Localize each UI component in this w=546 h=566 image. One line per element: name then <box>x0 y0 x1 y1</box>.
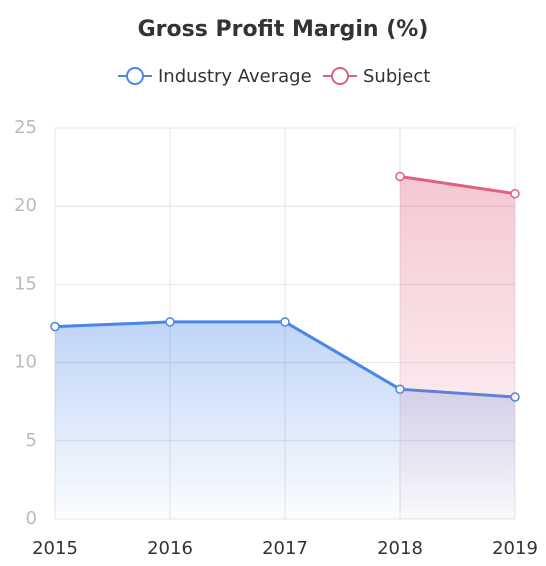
point <box>50 321 60 332</box>
x-tick-label: 2017 <box>262 538 308 559</box>
y-tick-label: 10 <box>14 352 37 373</box>
x-tick-label: 2016 <box>147 538 193 559</box>
legend-label: Industry Average <box>158 66 312 87</box>
y-tick-label: 25 <box>14 117 37 138</box>
point <box>395 171 405 182</box>
point <box>165 317 175 327</box>
y-tick-label: 15 <box>14 273 37 294</box>
legend-marker <box>331 67 349 85</box>
y-tick-label: 20 <box>14 195 37 216</box>
point <box>510 188 520 199</box>
x-tick-label: 2015 <box>32 538 78 559</box>
y-tick-label: 0 <box>26 508 37 529</box>
line <box>399 175 516 196</box>
point <box>280 317 290 327</box>
chart-title: Gross Profit Margin (%) <box>138 17 429 42</box>
area <box>400 176 515 519</box>
x-tick-label: 2018 <box>377 538 423 559</box>
legend-label: Subject <box>363 66 430 87</box>
y-tick-label: 5 <box>26 430 37 451</box>
x-tick-label: 2019 <box>492 538 538 559</box>
legend-marker <box>126 67 144 85</box>
